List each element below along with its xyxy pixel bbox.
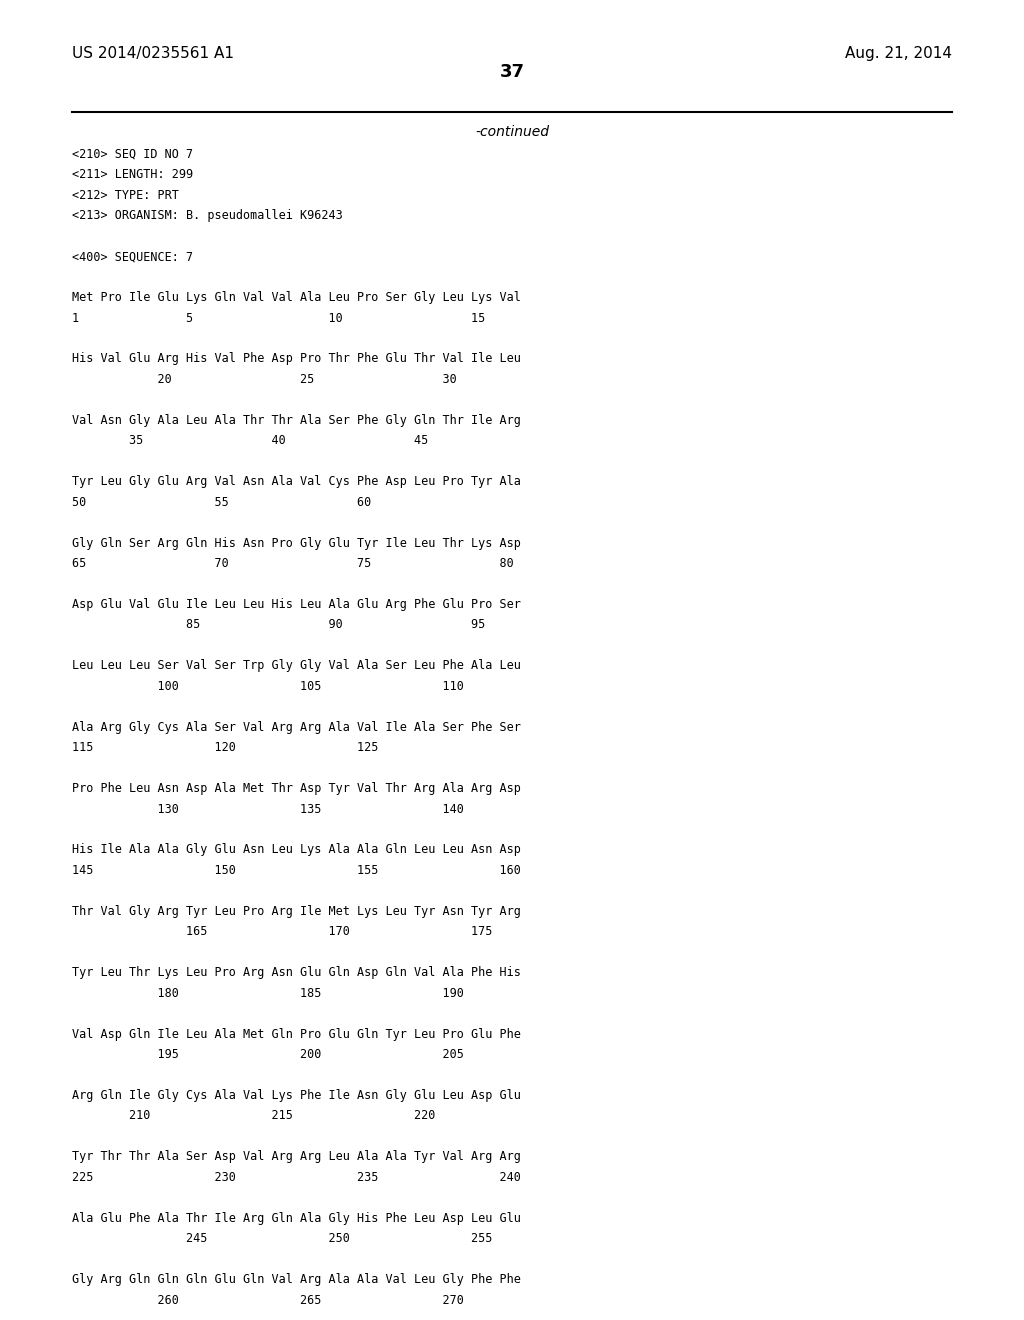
Text: 85                  90                  95: 85 90 95: [72, 618, 485, 631]
Text: US 2014/0235561 A1: US 2014/0235561 A1: [72, 46, 233, 61]
Text: Ala Glu Phe Ala Thr Ile Arg Gln Ala Gly His Phe Leu Asp Leu Glu: Ala Glu Phe Ala Thr Ile Arg Gln Ala Gly …: [72, 1212, 520, 1225]
Text: 115                 120                 125: 115 120 125: [72, 741, 378, 754]
Text: Asp Glu Val Glu Ile Leu Leu His Leu Ala Glu Arg Phe Glu Pro Ser: Asp Glu Val Glu Ile Leu Leu His Leu Ala …: [72, 598, 520, 611]
Text: 50                  55                  60: 50 55 60: [72, 495, 371, 508]
Text: Gly Gln Ser Arg Gln His Asn Pro Gly Glu Tyr Ile Leu Thr Lys Asp: Gly Gln Ser Arg Gln His Asn Pro Gly Glu …: [72, 536, 520, 549]
Text: Thr Val Gly Arg Tyr Leu Pro Arg Ile Met Lys Leu Tyr Asn Tyr Arg: Thr Val Gly Arg Tyr Leu Pro Arg Ile Met …: [72, 906, 520, 917]
Text: 100                 105                 110: 100 105 110: [72, 680, 464, 693]
Text: Pro Phe Leu Asn Asp Ala Met Thr Asp Tyr Val Thr Arg Ala Arg Asp: Pro Phe Leu Asn Asp Ala Met Thr Asp Tyr …: [72, 781, 520, 795]
Text: Leu Leu Leu Ser Val Ser Trp Gly Gly Val Ala Ser Leu Phe Ala Leu: Leu Leu Leu Ser Val Ser Trp Gly Gly Val …: [72, 660, 520, 672]
Text: 210                 215                 220: 210 215 220: [72, 1109, 435, 1122]
Text: Tyr Leu Thr Lys Leu Pro Arg Asn Glu Gln Asp Gln Val Ala Phe His: Tyr Leu Thr Lys Leu Pro Arg Asn Glu Gln …: [72, 966, 520, 979]
Text: <212> TYPE: PRT: <212> TYPE: PRT: [72, 189, 178, 202]
Text: 225                 230                 235                 240: 225 230 235 240: [72, 1171, 520, 1184]
Text: <213> ORGANISM: B. pseudomallei K96243: <213> ORGANISM: B. pseudomallei K96243: [72, 209, 342, 222]
Text: 195                 200                 205: 195 200 205: [72, 1048, 464, 1061]
Text: Met Pro Ile Glu Lys Gln Val Val Ala Leu Pro Ser Gly Leu Lys Val: Met Pro Ile Glu Lys Gln Val Val Ala Leu …: [72, 290, 520, 304]
Text: 130                 135                 140: 130 135 140: [72, 803, 464, 816]
Text: Tyr Leu Gly Glu Arg Val Asn Ala Val Cys Phe Asp Leu Pro Tyr Ala: Tyr Leu Gly Glu Arg Val Asn Ala Val Cys …: [72, 475, 520, 488]
Text: Arg Gln Ile Gly Cys Ala Val Lys Phe Ile Asn Gly Glu Leu Asp Glu: Arg Gln Ile Gly Cys Ala Val Lys Phe Ile …: [72, 1089, 520, 1102]
Text: Val Asp Gln Ile Leu Ala Met Gln Pro Glu Gln Tyr Leu Pro Glu Phe: Val Asp Gln Ile Leu Ala Met Gln Pro Glu …: [72, 1027, 520, 1040]
Text: 35                  40                  45: 35 40 45: [72, 434, 428, 447]
Text: Gly Arg Gln Gln Gln Glu Gln Val Arg Ala Ala Val Leu Gly Phe Phe: Gly Arg Gln Gln Gln Glu Gln Val Arg Ala …: [72, 1272, 520, 1286]
Text: Ala Arg Gly Cys Ala Ser Val Arg Arg Ala Val Ile Ala Ser Phe Ser: Ala Arg Gly Cys Ala Ser Val Arg Arg Ala …: [72, 721, 520, 734]
Text: Aug. 21, 2014: Aug. 21, 2014: [846, 46, 952, 61]
Text: 37: 37: [500, 63, 524, 82]
Text: 165                 170                 175: 165 170 175: [72, 925, 493, 939]
Text: 180                 185                 190: 180 185 190: [72, 986, 464, 999]
Text: 245                 250                 255: 245 250 255: [72, 1233, 493, 1245]
Text: 20                  25                  30: 20 25 30: [72, 372, 457, 385]
Text: His Ile Ala Ala Gly Glu Asn Leu Lys Ala Ala Gln Leu Leu Asn Asp: His Ile Ala Ala Gly Glu Asn Leu Lys Ala …: [72, 843, 520, 857]
Text: <210> SEQ ID NO 7: <210> SEQ ID NO 7: [72, 148, 193, 161]
Text: His Val Glu Arg His Val Phe Asp Pro Thr Phe Glu Thr Val Ile Leu: His Val Glu Arg His Val Phe Asp Pro Thr …: [72, 352, 520, 366]
Text: Tyr Thr Thr Ala Ser Asp Val Arg Arg Leu Ala Ala Tyr Val Arg Arg: Tyr Thr Thr Ala Ser Asp Val Arg Arg Leu …: [72, 1150, 520, 1163]
Text: 65                  70                  75                  80: 65 70 75 80: [72, 557, 513, 570]
Text: 260                 265                 270: 260 265 270: [72, 1294, 464, 1307]
Text: 1               5                   10                  15: 1 5 10 15: [72, 312, 485, 325]
Text: <211> LENGTH: 299: <211> LENGTH: 299: [72, 168, 193, 181]
Text: -continued: -continued: [475, 125, 549, 140]
Text: Val Asn Gly Ala Leu Ala Thr Thr Ala Ser Phe Gly Gln Thr Ile Arg: Val Asn Gly Ala Leu Ala Thr Thr Ala Ser …: [72, 414, 520, 426]
Text: <400> SEQUENCE: 7: <400> SEQUENCE: 7: [72, 251, 193, 263]
Text: 145                 150                 155                 160: 145 150 155 160: [72, 863, 520, 876]
